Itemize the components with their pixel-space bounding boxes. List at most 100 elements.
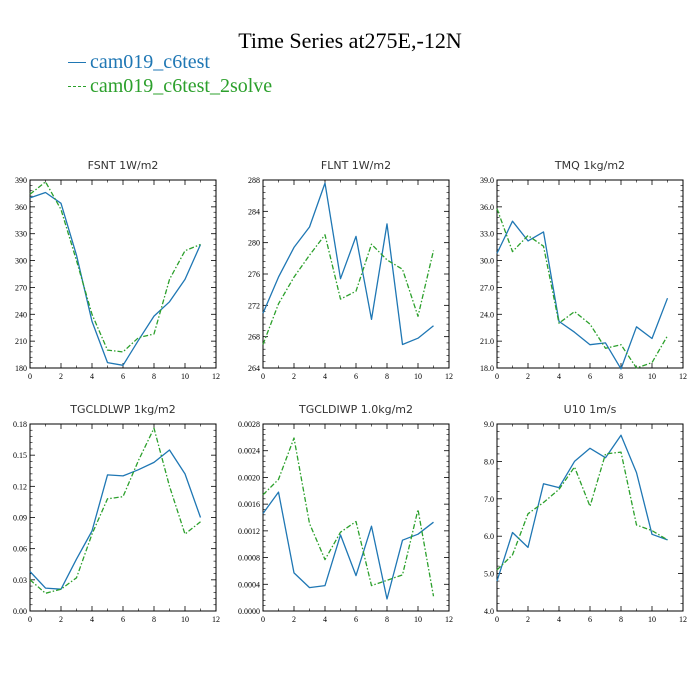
x-tick-label: 10: [414, 615, 422, 624]
y-tick-label: 0.0016: [238, 500, 260, 509]
y-tick-label: 360: [15, 203, 27, 212]
plot-frame: [496, 179, 684, 369]
series-line-2: [29, 181, 201, 353]
chart-panel-3: TMQ 1kg/m2 18.0 21.0 24.0 27.0 30.0 33.0 36.0 39…: [480, 159, 687, 381]
x-tick-label: 4: [90, 615, 94, 624]
x-tick-label: 12: [212, 615, 220, 624]
x-tick-label: 8: [385, 372, 389, 381]
legend-item-series-1: cam019_c6test: [68, 50, 272, 74]
series-line-1: [29, 191, 202, 366]
x-tick-label: 12: [212, 372, 220, 381]
x-tick-label: 4: [323, 372, 327, 381]
legend-swatch-series-2: [68, 85, 86, 87]
x-tick-label: 0: [261, 615, 265, 624]
chart-panel-5: TGCLDIWP 1.0kg/m2 0.0000 0.0004 0.0008 0.001…: [238, 403, 453, 624]
series-line-2: [262, 437, 435, 597]
y-tick-label: 36.0: [480, 203, 494, 212]
y-tick-label: 180: [15, 364, 27, 373]
x-tick-label: 2: [292, 615, 296, 624]
x-tick-label: 8: [385, 615, 389, 624]
y-tick-label: 0.06: [13, 545, 27, 554]
x-tick-label: 0: [495, 372, 499, 381]
y-tick-label: 268: [248, 333, 260, 342]
y-tick-label: 0.0000: [238, 607, 260, 616]
series-line-2: [496, 451, 668, 571]
y-tick-label: 240: [15, 310, 27, 319]
x-tick-label: 6: [588, 372, 592, 381]
y-tick-label: 39.0: [480, 176, 494, 185]
series-line-2: [496, 208, 669, 369]
y-tick-label: 0.0004: [238, 580, 260, 589]
series-line-2: [29, 427, 201, 594]
x-tick-label: 4: [90, 372, 94, 381]
x-tick-label: 2: [59, 372, 63, 381]
y-tick-label: 0.18: [13, 420, 27, 429]
y-tick-label: 0.0028: [238, 420, 260, 429]
x-tick-label: 2: [526, 372, 530, 381]
y-tick-label: 0.12: [13, 482, 27, 491]
x-tick-label: 8: [152, 372, 156, 381]
legend-swatch-series-1: [68, 61, 86, 63]
chart-title: FLNT 1W/m2: [321, 159, 391, 172]
x-tick-label: 4: [323, 615, 327, 624]
chart-panel-1: FSNT 1W/m2 180 210 240 270 300 330 360 390 0 2 4 6 8 1…: [15, 159, 220, 381]
series-line-2: [262, 234, 435, 345]
y-tick-label: 264: [248, 364, 260, 373]
plot-frame: [262, 423, 450, 612]
y-tick-label: 272: [248, 301, 260, 310]
chart-title: FSNT 1W/m2: [88, 159, 159, 172]
legend: cam019_c6test cam019_c6test_2solve: [68, 50, 272, 98]
series-line-1: [29, 449, 202, 590]
y-tick-label: 276: [248, 270, 260, 279]
y-tick-label: 390: [15, 176, 27, 185]
plot-frame: [29, 423, 217, 612]
x-tick-label: 8: [152, 615, 156, 624]
series-line-1: [496, 434, 668, 582]
x-tick-label: 6: [354, 615, 358, 624]
chart-panel-6: U10 1m/s 4.0 5.0 6.0 7.0 8.0 9.0 0 2 4 6 8 10 12: [484, 403, 687, 624]
x-tick-label: 4: [557, 615, 561, 624]
x-tick-label: 10: [648, 615, 656, 624]
y-tick-label: 4.0: [484, 607, 494, 616]
legend-label-series-1: cam019_c6test: [90, 50, 210, 73]
x-tick-label: 12: [445, 615, 453, 624]
y-tick-label: 288: [248, 176, 260, 185]
y-tick-label: 33.0: [480, 230, 494, 239]
y-tick-label: 0.00: [13, 607, 27, 616]
series-line-1: [262, 182, 434, 346]
x-tick-label: 12: [679, 615, 687, 624]
y-tick-label: 0.0012: [238, 527, 260, 536]
y-tick-label: 0.0008: [238, 554, 260, 563]
legend-label-series-2: cam019_c6test_2solve: [90, 74, 273, 97]
chart-title: U10 1m/s: [564, 403, 617, 416]
y-tick-label: 0.09: [13, 514, 27, 523]
y-tick-label: 24.0: [480, 310, 494, 319]
x-tick-label: 8: [619, 615, 623, 624]
plot-frame: [262, 179, 450, 369]
x-tick-label: 2: [59, 615, 63, 624]
page-title: Time Series at275E,-12N: [238, 28, 462, 53]
x-tick-label: 0: [495, 615, 499, 624]
y-tick-label: 5.0: [484, 570, 494, 579]
y-tick-label: 0.03: [13, 576, 27, 585]
chart-panel-2: FLNT 1W/m2 264 268 272 276 280 284 288 0 2 4 6 8 10 12: [248, 159, 453, 381]
y-tick-label: 270: [15, 283, 27, 292]
chart-title: TMQ 1kg/m2: [554, 159, 625, 172]
chart-panel-4: TGCLDLWP 1kg/m2 0.00 0.03 0.06 0.09 0.12 0.15 0…: [13, 403, 220, 624]
y-tick-label: 8.0: [484, 457, 494, 466]
series-line-1: [262, 491, 434, 600]
y-tick-label: 7.0: [484, 495, 494, 504]
y-tick-label: 18.0: [480, 364, 494, 373]
x-tick-label: 6: [121, 372, 125, 381]
x-tick-label: 6: [588, 615, 592, 624]
x-tick-label: 0: [28, 615, 32, 624]
chart-title: TGCLDLWP 1kg/m2: [69, 403, 175, 416]
legend-item-series-2: cam019_c6test_2solve: [68, 74, 272, 98]
x-tick-label: 10: [181, 615, 189, 624]
y-tick-label: 6.0: [484, 532, 494, 541]
x-tick-label: 12: [445, 372, 453, 381]
y-tick-label: 30.0: [480, 257, 494, 266]
x-tick-label: 8: [619, 372, 623, 381]
plot-frame: [496, 423, 684, 612]
